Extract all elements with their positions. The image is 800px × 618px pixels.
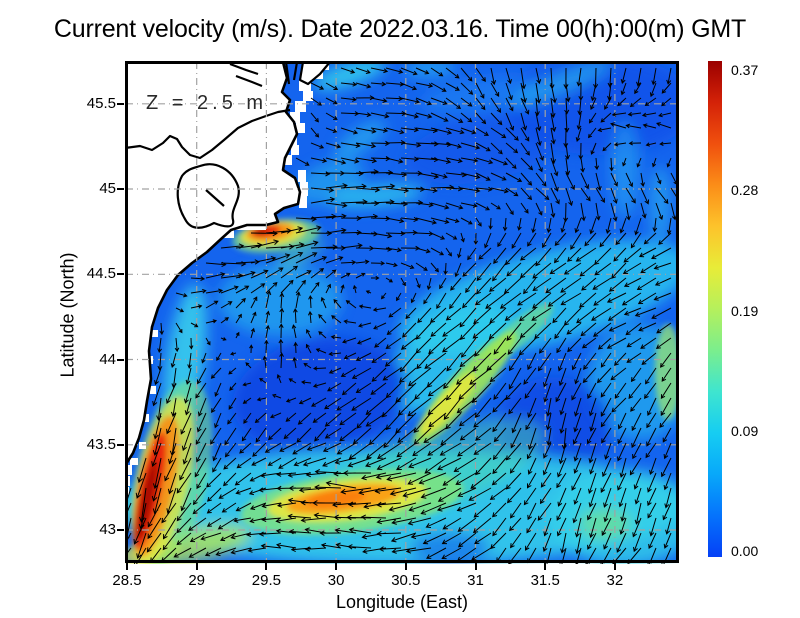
- x-tick-label: 29: [188, 572, 206, 589]
- y-tick-label: 45: [99, 180, 116, 197]
- y-tick-mark: [117, 188, 124, 190]
- x-tick-label: 29.5: [251, 572, 281, 589]
- colorbar: [708, 61, 722, 557]
- x-tick-mark: [474, 563, 477, 570]
- x-tick-mark: [613, 563, 616, 570]
- y-tick-mark: [117, 273, 124, 276]
- x-tick-label: 28.5: [112, 572, 142, 589]
- x-tick-mark: [195, 563, 198, 570]
- y-tick-label: 44.5: [86, 265, 116, 283]
- colorbar-tick-label: 0.09: [731, 422, 759, 439]
- x-tick-mark: [544, 563, 547, 570]
- x-tick-label: 30: [327, 572, 345, 589]
- x-tick-label: 30.5: [391, 572, 421, 589]
- coastline-land: [125, 61, 302, 471]
- rivers-and-lagoons: [125, 61, 299, 229]
- y-tick-label: 44: [99, 350, 116, 368]
- figure-title: Current velocity (m/s). Date 2022.03.16.…: [53, 15, 747, 43]
- y-tick-label: 43.5: [86, 435, 116, 453]
- map-canvas: [125, 61, 679, 564]
- colorbar-tick-label: 0.28: [731, 182, 759, 199]
- graticule-gridlines: [126, 62, 678, 562]
- x-tick-label: 31.5: [530, 572, 560, 589]
- y-tick-mark: [117, 443, 124, 446]
- delta-spit: [298, 61, 332, 86]
- plot-border: [125, 61, 679, 563]
- colorbar-tick-label: 0.19: [731, 302, 759, 319]
- colorbar-tick-label: 0.00: [731, 543, 759, 559]
- x-tick-mark: [126, 563, 128, 570]
- colorbar-tick-label: 0.37: [731, 62, 759, 78]
- y-tick-mark: [117, 529, 124, 531]
- depth-label: Z = 2.5 m: [146, 92, 268, 114]
- x-axis-title: Longitude (East): [335, 592, 469, 612]
- x-tick-mark: [335, 563, 338, 570]
- x-tick-mark: [265, 563, 268, 570]
- y-tick-mark: [117, 102, 124, 105]
- current-vector-arrows: [125, 67, 679, 564]
- x-tick-label: 32: [606, 572, 624, 589]
- y-tick-label: 45.5: [86, 94, 116, 112]
- y-tick-label: 43: [99, 521, 116, 538]
- y-tick-mark: [117, 358, 124, 361]
- x-tick-label: 31: [467, 572, 484, 589]
- x-tick-mark: [404, 563, 407, 570]
